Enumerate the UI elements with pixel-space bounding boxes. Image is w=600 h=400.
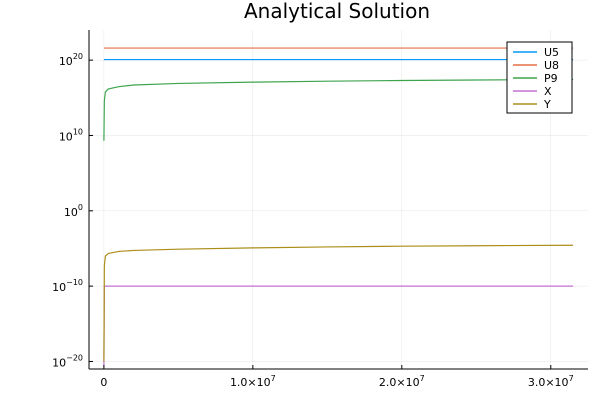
- legend-label-u5: U5: [544, 46, 559, 59]
- y-tick-label-1: 10−10: [52, 278, 83, 294]
- x-tick-label-0: 0: [100, 376, 107, 389]
- y-tick-label-2: 100: [64, 203, 83, 219]
- y-tick-label-3: 1010: [59, 127, 83, 143]
- legend-label-y: Y: [543, 98, 551, 111]
- series-line-p9: [103, 78, 574, 141]
- legend-label-p9: P9: [544, 72, 558, 85]
- legend-label-x: X: [544, 85, 552, 98]
- x-tick-label-1: 1.0×107: [230, 374, 276, 389]
- x-tick-label-2: 2.0×107: [379, 374, 425, 389]
- axes: [88, 30, 588, 370]
- series-line-y: [103, 244, 574, 362]
- y-tick-label-4: 1020: [59, 52, 83, 68]
- y-tick-label-0: 10−20: [52, 353, 83, 369]
- chart-title: Analytical Solution: [244, 0, 430, 23]
- x-tick-label-3: 3.0×107: [528, 374, 574, 389]
- legend-label-u8: U8: [544, 59, 559, 72]
- series-lines: [103, 47, 574, 367]
- tick-labels: 0 1.0×107 2.0×107 3.0×107 10−20 10−10 100 1010 1…: [52, 52, 574, 389]
